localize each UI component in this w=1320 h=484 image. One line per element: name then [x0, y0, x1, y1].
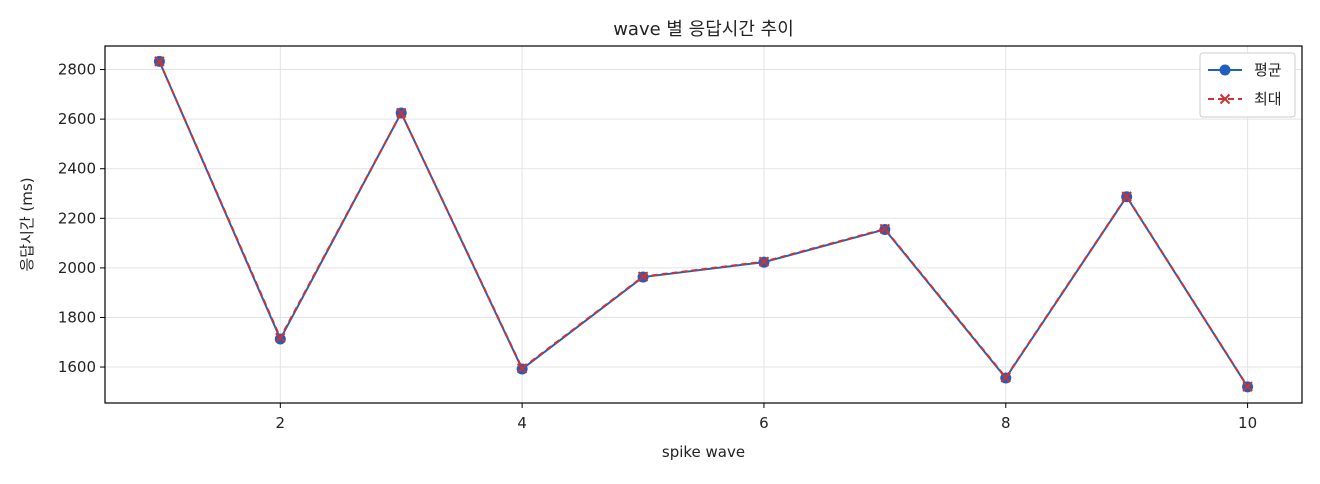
legend-marker: [1219, 64, 1231, 76]
series-layer: [153, 55, 1254, 393]
legend-entry: 평균: [1208, 61, 1282, 79]
data-point: [1242, 381, 1253, 392]
data-point: [879, 223, 891, 235]
ticks: 2 4 6 8 10 1600 1800 2000 2200 2400 2600 2800: [58, 61, 1257, 432]
series-line: [158, 60, 1249, 388]
data-point: [637, 271, 649, 282]
data-point: [516, 363, 528, 374]
data-point: [1121, 191, 1132, 202]
y-tick-label: 1800: [58, 308, 96, 326]
x-axis-title: spike wave: [662, 443, 745, 461]
legend-entry: 최대: [1208, 90, 1282, 108]
x-tick-label: 6: [759, 414, 769, 432]
series-line: [158, 60, 1249, 388]
x-tick-label: 10: [1238, 414, 1257, 432]
grid: [105, 46, 1302, 403]
y-tick-label: 2800: [58, 61, 96, 79]
y-tick-label: 2400: [58, 160, 96, 178]
legend-label: 최대: [1254, 90, 1282, 108]
legend-label: 평균: [1254, 61, 1282, 79]
series-max: [154, 56, 1253, 392]
x-tick-label: 4: [517, 414, 527, 432]
y-tick-label: 2600: [58, 110, 96, 128]
legend-marker: [1219, 93, 1231, 105]
y-axis-title: 응답시간 (ms): [18, 177, 36, 271]
x-tick-label: 2: [276, 414, 286, 432]
data-point: [1000, 372, 1011, 383]
data-point: [154, 56, 165, 67]
y-tick-label: 2000: [58, 259, 96, 277]
plot-area-frame: [104, 45, 1303, 404]
y-tick-label: 1600: [58, 358, 96, 376]
data-point: [275, 332, 286, 344]
data-point: [758, 256, 770, 267]
chart-title: wave 별 응답시간 추이: [613, 19, 794, 40]
y-tick-label: 2200: [58, 209, 96, 227]
data-point: [396, 107, 407, 119]
x-tick-label: 8: [1001, 414, 1011, 432]
series-avg: [153, 55, 1254, 393]
